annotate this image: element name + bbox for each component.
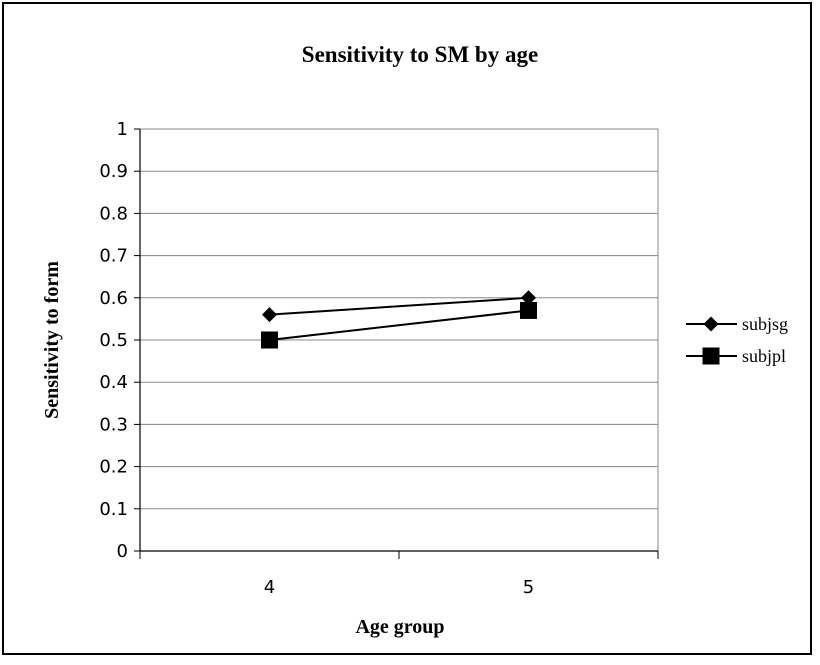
y-tick-label: 0: [117, 541, 128, 562]
y-tick-label: 0.3: [99, 414, 128, 435]
y-tick-label: 0.4: [99, 372, 128, 393]
y-tick-label: 0.1: [99, 499, 128, 520]
series-subjsg: [262, 290, 536, 323]
y-tick-label: 0.9: [99, 161, 128, 182]
x-tick-label: 5: [523, 577, 534, 598]
chart-frame: [2, 2, 812, 655]
series-layer: [261, 290, 537, 349]
y-tick-label: 1: [117, 119, 128, 140]
y-tick-label: 0.2: [99, 457, 128, 478]
data-point-subjpl: [261, 331, 278, 349]
y-tick-label: 0.6: [99, 288, 128, 309]
y-axis-ticks: 0 0.1 0.2 0.3 0.4 0.5 0.6 0.7 0.8 0.9 1: [99, 119, 140, 562]
y-axis-title: Sensitivity to form: [41, 261, 63, 419]
data-point-subjsg: [521, 290, 536, 306]
legend-label: subjpl: [742, 346, 786, 366]
data-point-subjsg: [262, 307, 277, 323]
y-tick-label: 0.5: [99, 330, 128, 351]
legend-label: subjsg: [742, 314, 788, 334]
y-tick-label: 0.8: [99, 203, 128, 224]
legend-item-subjsg: subjsg: [686, 314, 788, 334]
series-line-subjsg: [269, 296, 529, 316]
y-tick-label: 0.7: [99, 246, 128, 267]
gridlines: [140, 128, 658, 552]
legend-marker: [703, 316, 719, 332]
legend-item-subjpl: subjpl: [686, 346, 786, 366]
legend-marker: [702, 347, 720, 365]
series-subjpl: [261, 301, 537, 349]
data-point-subjpl: [520, 301, 537, 319]
chart-title: Sensitivity to SM by age: [302, 42, 538, 67]
x-tick-label: 4: [264, 577, 275, 598]
legend: subjsg subjpl: [686, 314, 788, 366]
x-axis-title: Age group: [355, 616, 444, 638]
series-line-subjpl: [269, 309, 529, 341]
